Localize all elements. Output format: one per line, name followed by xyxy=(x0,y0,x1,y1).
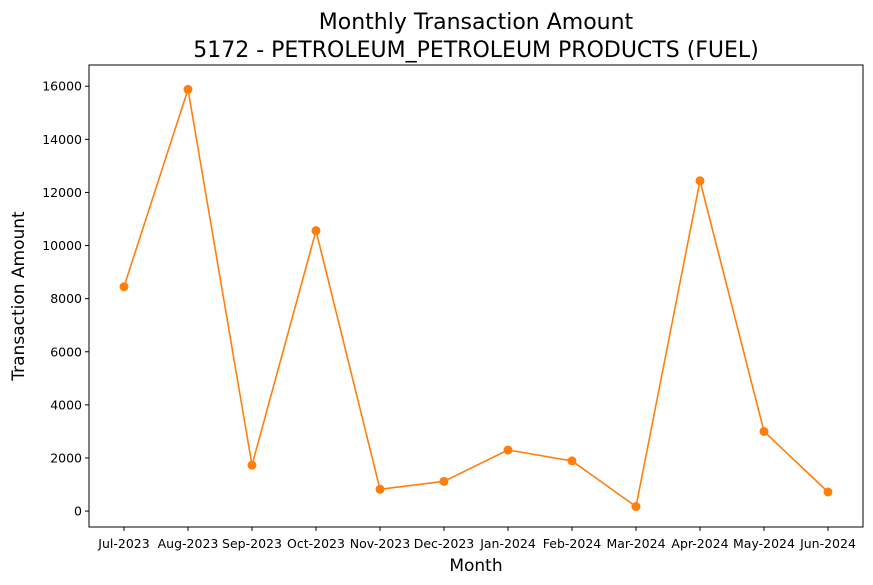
y-tick-label: 14000 xyxy=(42,132,82,147)
data-point xyxy=(759,426,769,436)
series-layer xyxy=(119,84,833,512)
chart-title-line-2: 5172 - PETROLEUM_PETROLEUM PRODUCTS (FUE… xyxy=(193,38,759,63)
data-point xyxy=(119,282,129,292)
y-tick-label: 2000 xyxy=(50,450,82,465)
x-tick-label: May-2024 xyxy=(733,536,795,551)
y-tick-label: 10000 xyxy=(42,238,82,253)
series-line xyxy=(123,88,829,508)
x-tick-label: Dec-2023 xyxy=(414,536,475,551)
y-tick-label: 4000 xyxy=(50,397,82,412)
y-tick-label: 16000 xyxy=(42,79,82,94)
x-tick-label: Mar-2024 xyxy=(606,536,665,551)
x-tick-label: Aug-2023 xyxy=(158,536,219,551)
data-point xyxy=(695,176,705,186)
y-axis-ticks: 0 2000 4000 6000 8000 10000 12000 14000 16000 xyxy=(42,79,89,519)
data-point xyxy=(631,502,641,512)
x-tick-label: Sep-2023 xyxy=(222,536,282,551)
data-point xyxy=(247,460,257,470)
x-tick-label: Jun-2024 xyxy=(799,536,856,551)
data-point xyxy=(183,84,193,94)
x-axis-label: Month xyxy=(449,556,502,576)
x-tick-label: Nov-2023 xyxy=(350,536,410,551)
data-point xyxy=(823,487,833,497)
x-tick-label: Jul-2023 xyxy=(97,536,149,551)
y-tick-label: 0 xyxy=(74,504,82,519)
x-tick-label: Feb-2024 xyxy=(543,536,602,551)
data-point xyxy=(439,476,449,486)
y-axis-label: Transaction Amount xyxy=(9,211,29,382)
x-axis-ticks: Jul-2023 Aug-2023 Sep-2023 Oct-2023 Nov-2023… xyxy=(97,527,856,551)
data-point xyxy=(375,484,385,494)
y-tick-label: 6000 xyxy=(50,344,82,359)
data-point xyxy=(503,445,513,455)
x-tick-label: Apr-2024 xyxy=(671,536,728,551)
plot-area-frame xyxy=(88,64,864,528)
x-tick-label: Oct-2023 xyxy=(287,536,345,551)
x-tick-label: Jan-2024 xyxy=(479,536,536,551)
y-tick-label: 8000 xyxy=(50,291,82,306)
data-point xyxy=(311,226,321,236)
chart-title-line-1: Monthly Transaction Amount xyxy=(319,10,634,35)
y-tick-label: 12000 xyxy=(42,185,82,200)
data-point xyxy=(567,456,577,466)
